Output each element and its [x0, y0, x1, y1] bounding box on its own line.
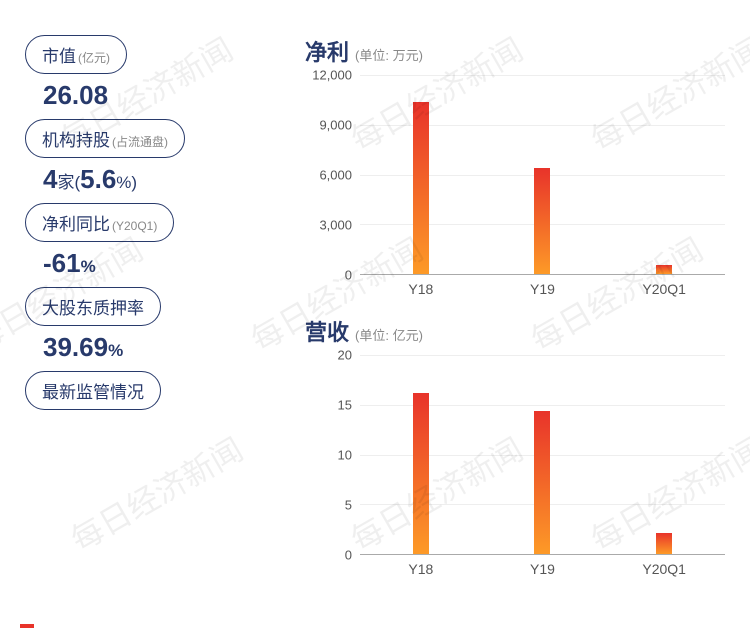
metric-pill: 最新监管情况 — [25, 371, 161, 410]
metric-pill: 市值(亿元) — [25, 35, 127, 74]
metric-label: 大股东质押率 — [42, 294, 144, 319]
y-tick: 12,000 — [312, 68, 352, 83]
charts-column: 净利(单位: 万元)03,0006,0009,00012,000Y18Y19Y2… — [275, 35, 725, 577]
metric-box: 大股东质押率 39.69% — [25, 287, 275, 363]
x-label: Y20Q1 — [603, 555, 725, 577]
chart-area: 05101520 — [305, 355, 725, 555]
metric-label: 最新监管情况 — [42, 378, 144, 403]
metric-sublabel: (占流通盘) — [112, 133, 168, 150]
x-label: Y18 — [360, 275, 482, 297]
metric-label: 净利同比 — [42, 210, 110, 235]
chart-title-unit: (单位: 万元) — [355, 45, 423, 64]
y-axis: 05101520 — [305, 355, 360, 555]
plot-area — [360, 75, 725, 275]
y-tick: 3,000 — [319, 218, 352, 233]
x-label: Y20Q1 — [603, 275, 725, 297]
chart-area: 03,0006,0009,00012,000 — [305, 75, 725, 275]
metric-pill: 大股东质押率 — [25, 287, 161, 326]
y-tick: 20 — [338, 348, 352, 363]
y-tick: 9,000 — [319, 118, 352, 133]
x-labels: Y18Y19Y20Q1 — [360, 555, 725, 577]
bar — [656, 265, 672, 274]
metric-value: 4家(5.6%) — [25, 164, 275, 195]
bars-container — [360, 355, 725, 554]
chart-title-main: 营收 — [305, 315, 349, 347]
y-tick: 5 — [345, 498, 352, 513]
metric-value: -61% — [25, 248, 275, 279]
metric-value: 39.69% — [25, 332, 275, 363]
metric-pill: 机构持股(占流通盘) — [25, 119, 185, 158]
y-tick: 6,000 — [319, 168, 352, 183]
metric-label: 市值 — [42, 42, 76, 67]
bar — [656, 533, 672, 554]
plot-area — [360, 355, 725, 555]
dashboard: 市值(亿元) 26.08 机构持股(占流通盘) 4家(5.6%) 净利同比(Y20Q1)… — [0, 0, 750, 592]
chart-title-main: 净利 — [305, 35, 349, 67]
metrics-column: 市值(亿元) 26.08 机构持股(占流通盘) 4家(5.6%) 净利同比(Y20Q1)… — [25, 35, 275, 577]
chart-block: 营收 (单位: 亿元) 0 5 10 15 20 Y18Y19Y20Q1 — [305, 315, 725, 577]
metric-box: 最新监管情况 — [25, 371, 275, 410]
metric-label: 机构持股 — [42, 126, 110, 151]
y-tick: 0 — [345, 548, 352, 563]
bar — [534, 168, 550, 274]
metric-box: 机构持股(占流通盘) 4家(5.6%) — [25, 119, 275, 195]
x-labels: Y18Y19Y20Q1 — [360, 275, 725, 297]
bars-container — [360, 75, 725, 274]
y-tick: 10 — [338, 448, 352, 463]
x-label: Y19 — [482, 275, 604, 297]
bar — [413, 393, 429, 554]
chart-title: 营收 (单位: 亿元) — [305, 315, 725, 347]
chart-block: 净利 (单位: 万元) 0 3,000 6,000 9,000 12,000 Y18Y19Y2… — [305, 35, 725, 297]
metric-pill: 净利同比(Y20Q1) — [25, 203, 174, 242]
y-axis: 03,0006,0009,00012,000 — [305, 75, 360, 275]
metric-box: 净利同比(Y20Q1) -61% — [25, 203, 275, 279]
bar — [413, 102, 429, 274]
metric-sublabel: (亿元) — [78, 49, 110, 66]
y-tick: 0 — [345, 268, 352, 283]
metric-value: 26.08 — [25, 80, 275, 111]
bar — [534, 411, 550, 554]
chart-title-unit: (单位: 亿元) — [355, 325, 423, 344]
metric-box: 市值(亿元) 26.08 — [25, 35, 275, 111]
metric-sublabel: (Y20Q1) — [112, 219, 157, 233]
x-label: Y19 — [482, 555, 604, 577]
y-tick: 15 — [338, 398, 352, 413]
x-label: Y18 — [360, 555, 482, 577]
chart-title: 净利 (单位: 万元) — [305, 35, 725, 67]
red-marker — [20, 624, 34, 628]
